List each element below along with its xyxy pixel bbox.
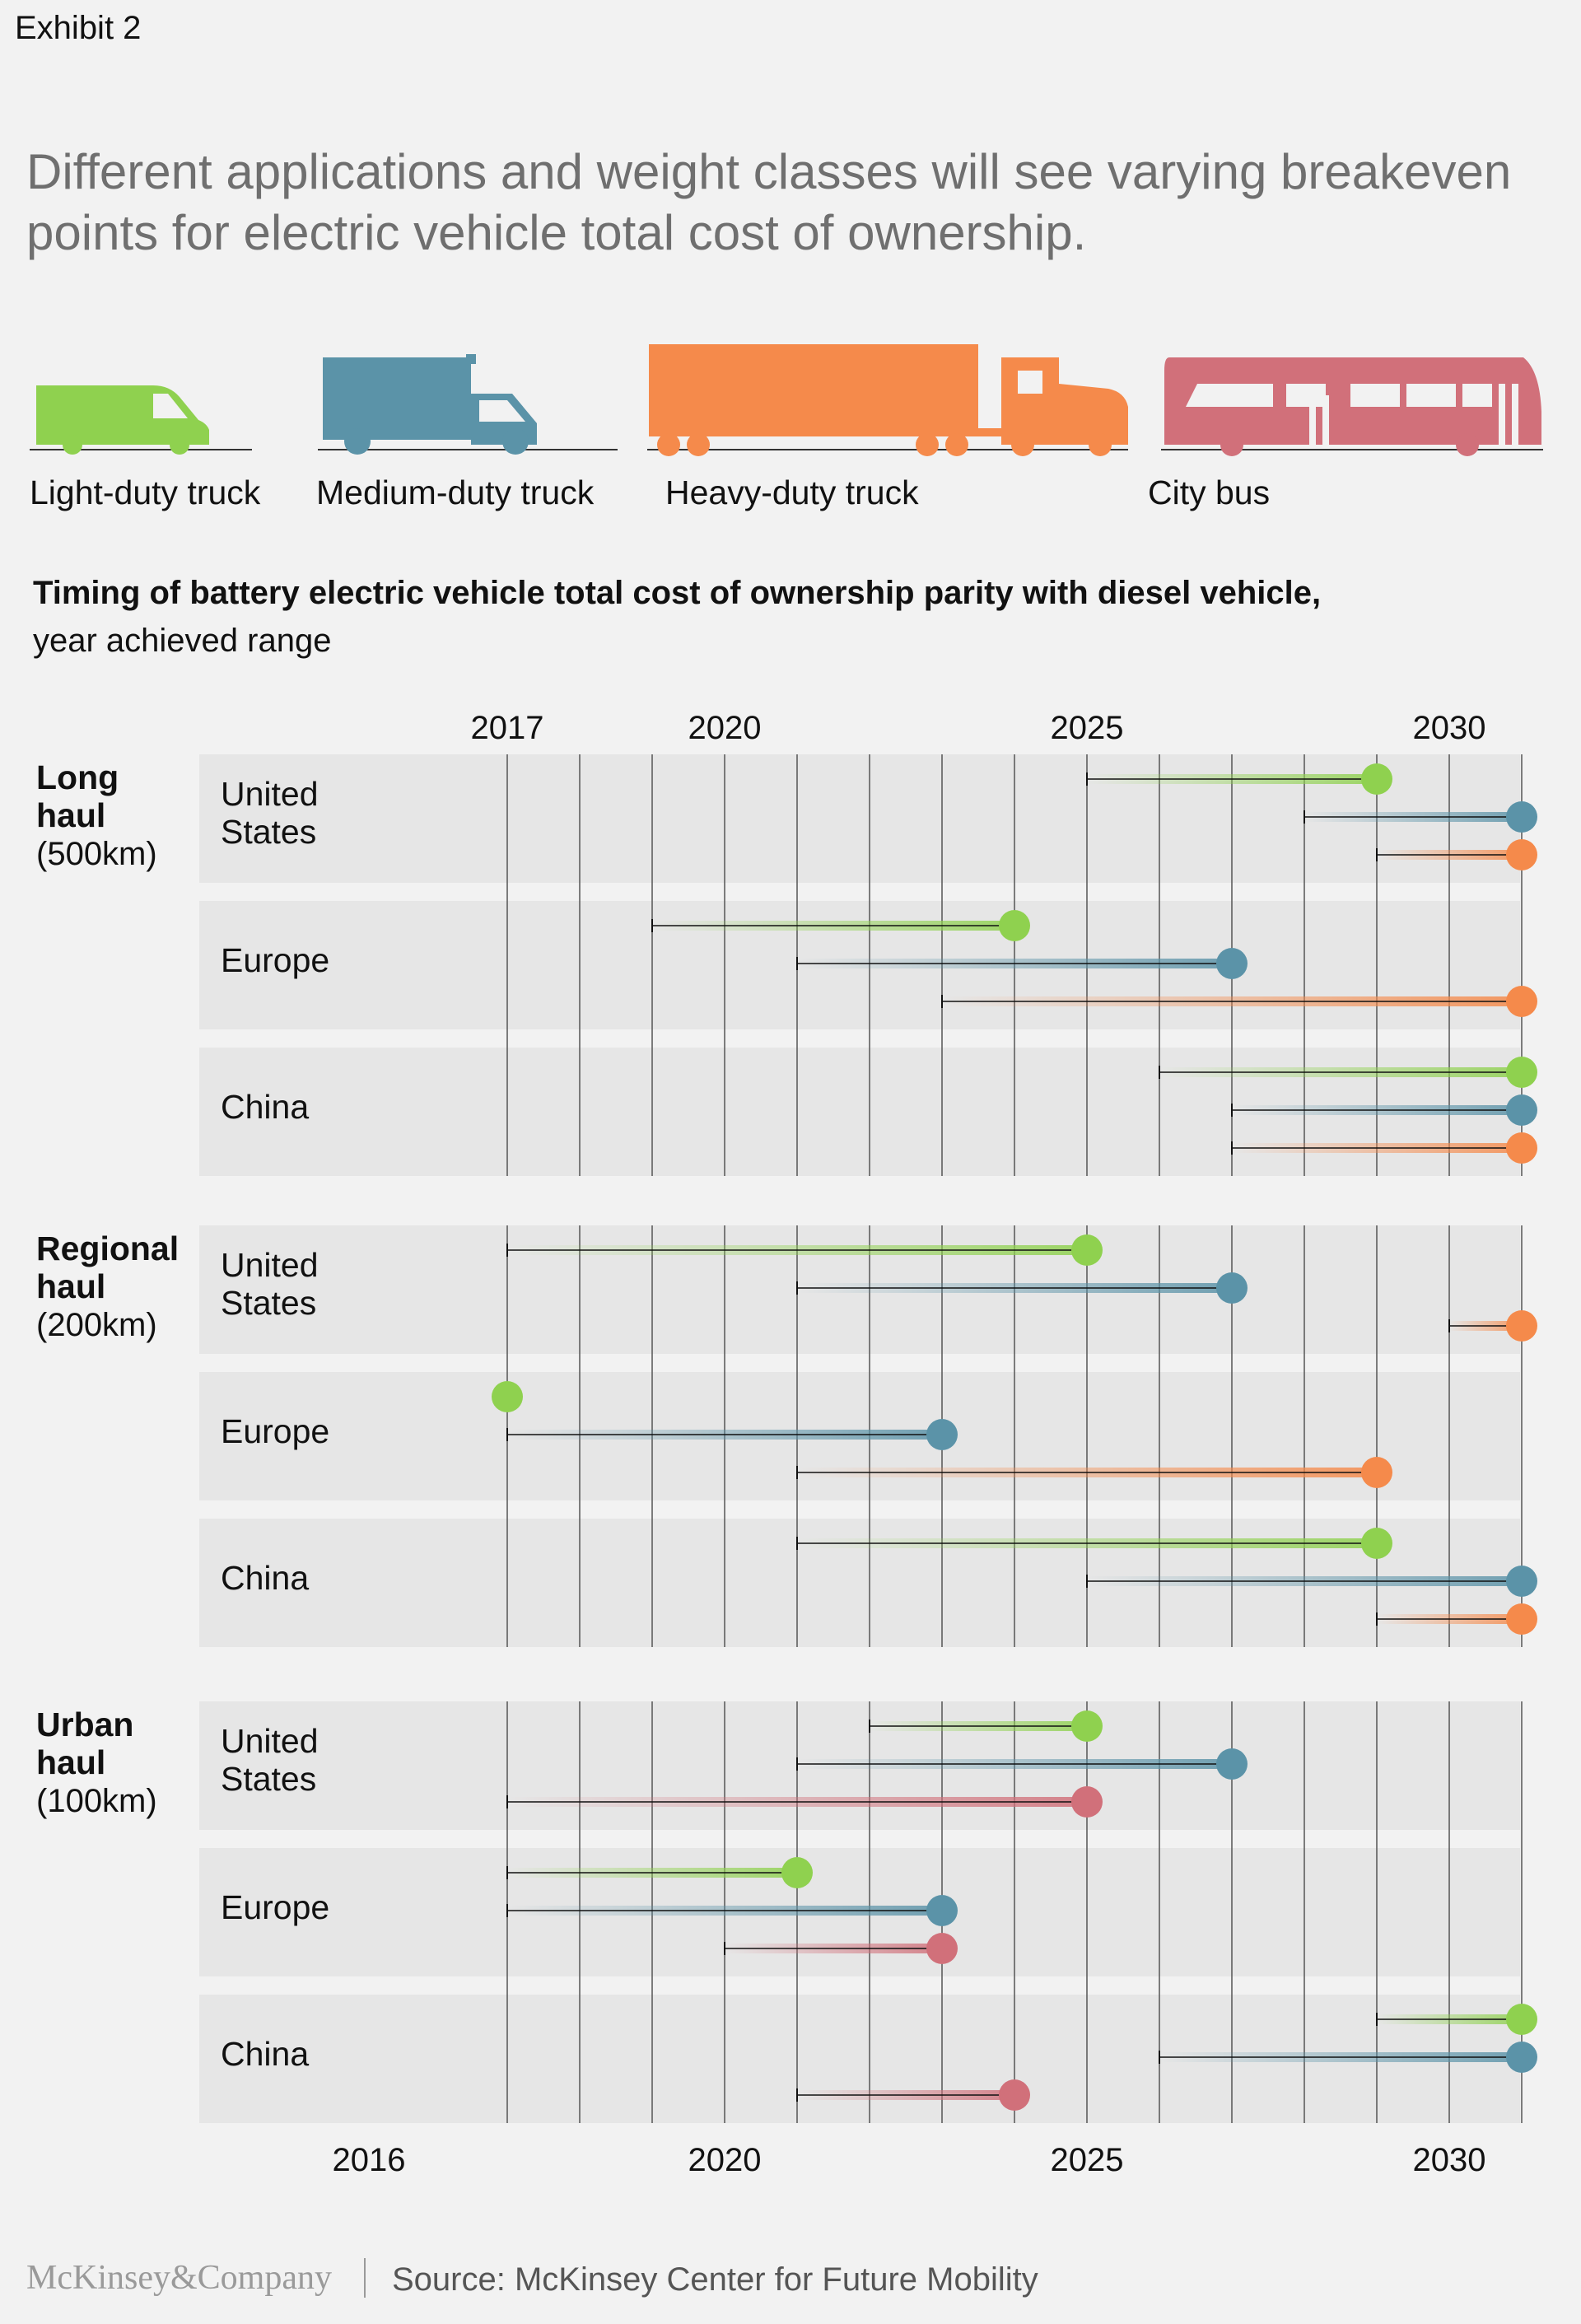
medium-duty-truck-icon	[318, 338, 618, 457]
range-end-marker	[1216, 948, 1248, 979]
region-label: United	[221, 1246, 319, 1284]
chart-subtitle: year achieved range	[33, 623, 332, 659]
range-end-marker	[1071, 1710, 1103, 1742]
range-end-marker	[1216, 1748, 1248, 1780]
region-label: Europe	[221, 1412, 329, 1450]
bottom-axis-tick-label: 2020	[688, 2142, 762, 2178]
group-range-label: (200km)	[36, 1307, 157, 1343]
range-end-marker	[926, 1419, 958, 1450]
range-end-marker	[1071, 1234, 1103, 1266]
range-end-marker	[999, 2079, 1030, 2111]
legend-label-light-duty: Light-duty truck	[30, 474, 261, 511]
region-label: China	[221, 1088, 309, 1126]
range-end-marker	[1216, 1272, 1248, 1304]
bottom-axis-tick-label: 2025	[1051, 2142, 1124, 2178]
range-end-marker	[1506, 801, 1537, 833]
group-range-label: (100km)	[36, 1783, 157, 1819]
range-end-marker	[1506, 1057, 1537, 1088]
bottom-axis-tick-label: 2030	[1413, 2142, 1486, 2178]
region-label: States	[221, 1284, 316, 1322]
top-axis-tick-label: 2030	[1413, 710, 1486, 746]
range-end-marker	[1506, 1310, 1537, 1342]
range-end-marker	[1506, 839, 1537, 870]
top-axis-tick-label: 2020	[688, 710, 762, 746]
group-range-label: (500km)	[36, 836, 157, 872]
range-end-marker	[1506, 2004, 1537, 2035]
heavy-duty-truck-icon	[647, 338, 1128, 457]
region-label: United	[221, 1722, 319, 1760]
region-label: China	[221, 2035, 309, 2073]
range-end-marker	[1071, 1786, 1103, 1818]
range-end-marker	[1361, 1457, 1392, 1488]
group-label: haul	[36, 1267, 105, 1305]
legend-label-heavy-duty: Heavy-duty truck	[665, 474, 919, 511]
range-end-marker	[1361, 763, 1392, 795]
range-end-marker	[1506, 986, 1537, 1017]
mckinsey-logo: McKinsey&Company	[26, 2259, 332, 2297]
region-label: States	[221, 1760, 316, 1798]
range-end-marker	[1506, 2042, 1537, 2073]
group-label: Regional	[36, 1230, 179, 1267]
page-title: Different applications and weight classe…	[26, 144, 1512, 260]
range-end-marker	[1506, 1094, 1537, 1126]
range-end-marker	[1506, 1603, 1537, 1635]
legend-label-medium-duty: Medium-duty truck	[316, 474, 595, 511]
group-label: haul	[36, 796, 105, 834]
range-end-marker	[926, 1895, 958, 1926]
source-note: Source: McKinsey Center for Future Mobil…	[392, 2261, 1038, 2298]
chart-title: Timing of battery electric vehicle total…	[33, 575, 1322, 611]
region-label: Europe	[221, 1888, 329, 1926]
group-label: haul	[36, 1743, 105, 1781]
range-end-marker	[492, 1381, 523, 1412]
range-end-marker	[1506, 1132, 1537, 1164]
exhibit-label: Exhibit 2	[15, 10, 142, 46]
bottom-axis-tick-label: 2016	[333, 2142, 406, 2178]
range-end-marker	[999, 910, 1030, 941]
region-label: China	[221, 1559, 309, 1597]
legend-label-city-bus: City bus	[1148, 474, 1271, 511]
range-end-marker	[1506, 1566, 1537, 1597]
range-end-marker	[926, 1933, 958, 1964]
group-label: Long	[36, 758, 119, 796]
footer-divider	[364, 2258, 366, 2298]
region-label: States	[221, 813, 316, 851]
range-end-marker	[1361, 1528, 1392, 1559]
region-label: United	[221, 775, 319, 813]
top-axis-tick-label: 2025	[1051, 710, 1124, 746]
light-duty-truck-icon	[30, 338, 252, 457]
top-axis-tick-label: 2017	[471, 710, 544, 746]
range-end-marker	[781, 1857, 813, 1888]
region-label: Europe	[221, 941, 329, 979]
group-label: Urban	[36, 1706, 133, 1743]
city-bus-icon	[1161, 338, 1543, 457]
